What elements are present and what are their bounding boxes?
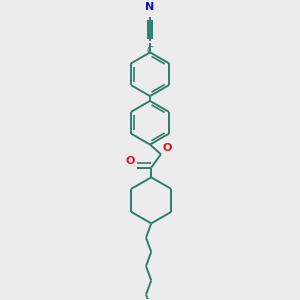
Text: N: N <box>146 2 154 12</box>
Text: C: C <box>147 46 153 56</box>
Text: O: O <box>163 143 172 153</box>
Text: O: O <box>125 156 135 167</box>
